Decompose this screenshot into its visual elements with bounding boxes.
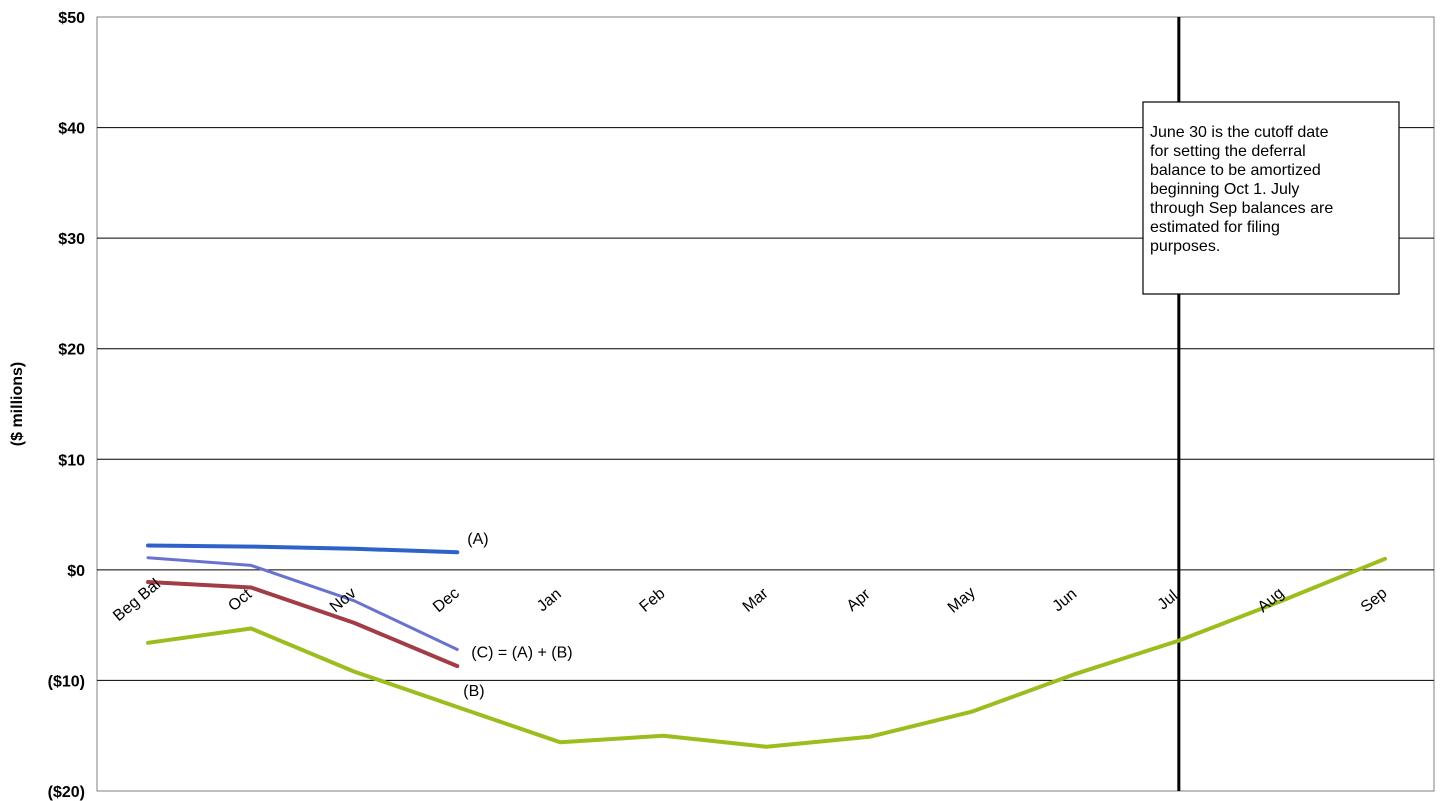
series-label: (A) bbox=[467, 531, 488, 548]
annotation-box-frame bbox=[1142, 101, 1400, 295]
annotation-line: through Sep balances are bbox=[1150, 200, 1333, 217]
annotation-line: balance to be amortized bbox=[1150, 162, 1321, 179]
annotation-box: June 30 is the cutoff date for setting th… bbox=[1142, 101, 1400, 295]
annotation-line: estimated for filing bbox=[1150, 219, 1280, 236]
y-axis-label: ($ millions) bbox=[9, 362, 26, 446]
annotation-line: June 30 is the cutoff date bbox=[1150, 124, 1329, 141]
y-tick-label: $20 bbox=[58, 342, 85, 359]
y-tick-label: $40 bbox=[58, 121, 85, 138]
annotation-text: June 30 is the cutoff date for setting th… bbox=[1150, 124, 1333, 255]
y-tick-label: $50 bbox=[58, 10, 85, 27]
series-line-2 bbox=[146, 556, 459, 651]
y-axis-ticks: $50 $40 $30 $20 $10 $0 ($10) ($20) bbox=[48, 10, 85, 801]
series-lines bbox=[146, 543, 1387, 749]
series-line-3 bbox=[146, 580, 460, 669]
y-tick-label: ($10) bbox=[48, 673, 85, 690]
annotation-line: purposes. bbox=[1150, 238, 1220, 255]
y-tick-label: $30 bbox=[58, 231, 85, 248]
y-tick-label: $0 bbox=[67, 563, 85, 580]
series-labels: (A) (C) = (A) + (B) (B) bbox=[463, 531, 572, 700]
series-label: (B) bbox=[463, 683, 484, 700]
y-tick-label: ($20) bbox=[48, 784, 85, 801]
series-line-4 bbox=[146, 556, 1387, 749]
y-tick-label: $10 bbox=[58, 452, 85, 469]
annotation-line: beginning Oct 1. July bbox=[1150, 181, 1299, 198]
series-label: (C) = (A) + (B) bbox=[471, 644, 572, 661]
annotation-line: for setting the deferral bbox=[1150, 143, 1306, 160]
series-line-1 bbox=[146, 543, 460, 555]
